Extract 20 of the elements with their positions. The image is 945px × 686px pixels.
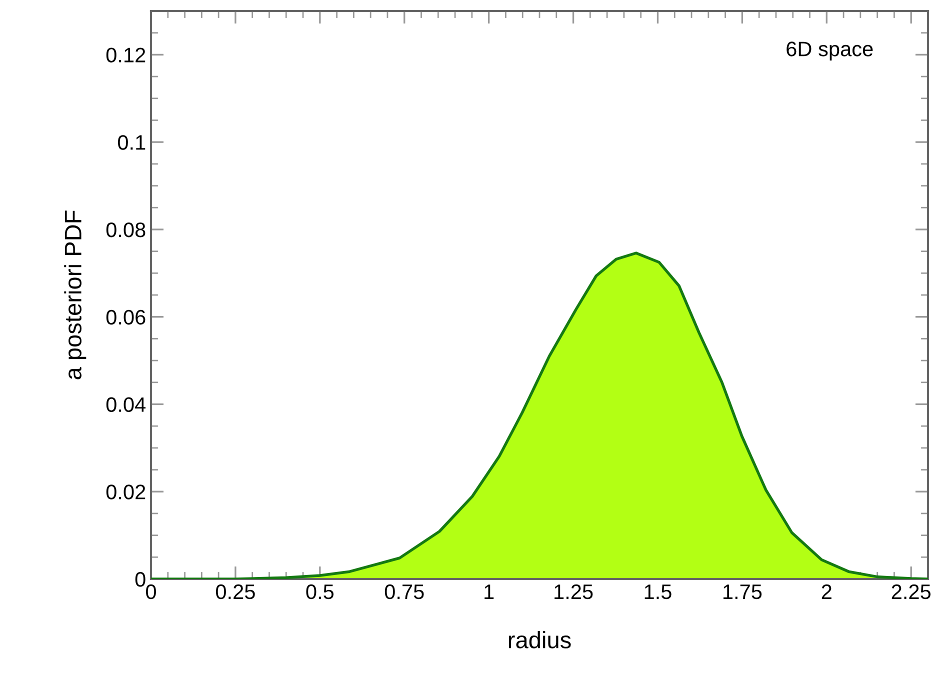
x-tick-label: 2 — [822, 584, 832, 599]
y-tick-label: 0.02 — [106, 484, 146, 500]
x-axis-title: radius — [508, 631, 571, 648]
x-tick-label: 1 — [484, 584, 494, 599]
x-tick-label: 0.75 — [384, 584, 424, 600]
x-tick-label: 0.25 — [216, 584, 255, 600]
y-tick-label: 0.04 — [106, 397, 146, 412]
x-tick-label: 0 — [146, 584, 156, 600]
x-tick-label: 1.5 — [644, 584, 672, 600]
y-tick-label: 0.08 — [106, 222, 146, 238]
x-tick-label: 2.25 — [892, 584, 931, 600]
y-tick-label: 0 — [135, 572, 146, 587]
y-tick-label: 0.06 — [106, 310, 146, 325]
y-tick-label: 0.12 — [106, 48, 146, 62]
annotation: 6D space — [786, 42, 873, 60]
x-tick-label: 1.75 — [724, 584, 762, 600]
y-tick-label: 0.1 — [118, 135, 146, 150]
y-axis-title: a posteriori PDF — [64, 210, 86, 380]
x-tick-label: 1.25 — [554, 584, 593, 600]
x-tick-label: 0.5 — [306, 584, 334, 600]
